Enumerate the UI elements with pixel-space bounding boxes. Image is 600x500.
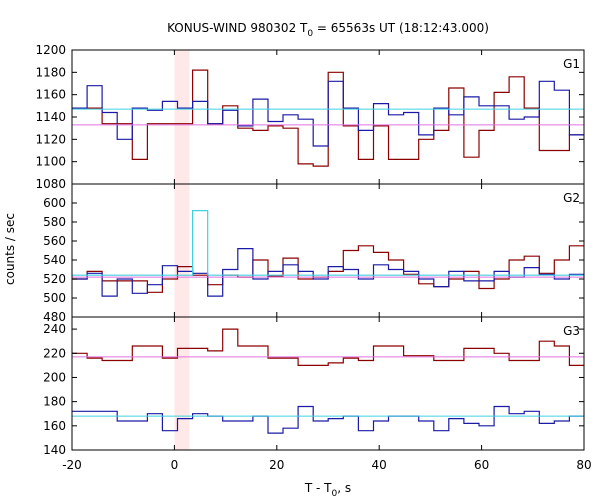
series-g3-red (72, 328, 584, 366)
series-g3-blue (72, 405, 584, 434)
panel-label: G1 (563, 57, 580, 71)
series-g2-blue (72, 248, 584, 297)
y-tick-label-g1: 1160 (35, 88, 66, 102)
y-tick-label-g1: 1200 (35, 43, 66, 57)
series-g1-blue (72, 80, 584, 147)
x-tick-label: 20 (269, 458, 284, 472)
series-g2-red (72, 245, 584, 293)
series-g2-cyan (72, 210, 584, 276)
x-tick-label: 0 (171, 458, 179, 472)
panel-label: G3 (563, 324, 580, 338)
x-tick-label: 60 (474, 458, 489, 472)
panel-frame-g2 (71, 183, 585, 318)
panel-frame-g3 (71, 316, 585, 451)
y-tick-label-g2: 580 (43, 215, 66, 229)
y-tick-label-g3: 240 (43, 322, 66, 336)
y-axis-label: counts / sec (3, 213, 17, 285)
y-tick-label-g3: 140 (43, 443, 66, 457)
x-tick-label: -20 (62, 458, 82, 472)
y-tick-label-g1: 1180 (35, 65, 66, 79)
y-tick-label-g1: 1100 (35, 155, 66, 169)
y-tick-label-g3: 220 (43, 346, 66, 360)
y-tick-label-g1: 1080 (35, 177, 66, 191)
x-tick-label: 40 (372, 458, 387, 472)
y-tick-label-g2: 560 (43, 234, 66, 248)
chart-title: KONUS-WIND 980302 T0 = 65563s UT (18:12:… (167, 21, 489, 39)
panel-label: G2 (563, 191, 580, 205)
series-g1-red (72, 69, 584, 167)
y-tick-label-g2: 540 (43, 253, 66, 267)
x-tick-label: 80 (576, 458, 591, 472)
y-tick-label-g1: 1120 (35, 132, 66, 146)
y-tick-label-g2: 520 (43, 272, 66, 286)
plot-area: 1080 1100 1120 1140 1160 1180 1200 G1 480 500 520 5… (35, 43, 591, 472)
y-tick-label-g3: 160 (43, 419, 66, 433)
y-tick-label-g2: 480 (43, 310, 66, 324)
highlight-band (174, 50, 190, 450)
y-tick-label-g2: 600 (43, 196, 66, 210)
y-tick-label-g3: 180 (43, 395, 66, 409)
y-tick-label-g2: 500 (43, 291, 66, 305)
y-tick-label-g3: 200 (43, 370, 66, 384)
x-axis-label: T - T0, s (304, 481, 351, 499)
y-tick-label-g1: 1140 (35, 110, 66, 124)
